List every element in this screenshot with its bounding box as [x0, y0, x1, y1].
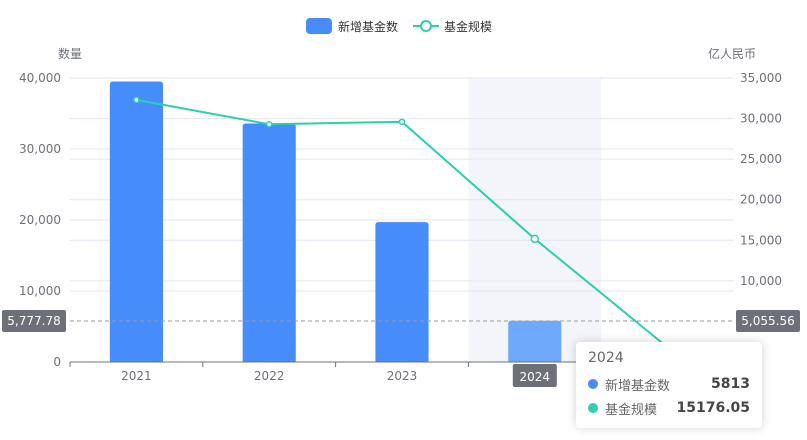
y-left-axis-title: 数量 [58, 46, 82, 61]
y-right-tick-label: 15,000 [740, 233, 782, 247]
tooltip-dot-new-funds [588, 379, 598, 389]
tooltip-value-new-funds: 5813 [711, 376, 750, 392]
bar-2024 [508, 320, 562, 362]
legend-bar-label: 新增基金数 [338, 19, 398, 34]
x-axis-label-2023: 2023 [387, 369, 418, 383]
y-left-tick-label: 20,000 [19, 213, 61, 227]
crosshair-left-badge [2, 309, 66, 332]
x-axis-label-highlight [512, 364, 557, 387]
legend-line-marker [420, 20, 432, 32]
y-right-tick-label: 35,000 [740, 71, 782, 85]
point-fund-scale-2021 [133, 96, 140, 104]
point-fund-scale-2024 [530, 234, 540, 244]
y-right-tick-label: 25,000 [740, 152, 782, 166]
bar-2023 [375, 222, 429, 362]
x-axis-label-2024: 2024 [520, 370, 551, 384]
tooltip-name-fund-scale: 基金规模 [605, 402, 658, 418]
y-left-tick-label: 10,000 [19, 284, 61, 298]
tooltip-row-new-funds: 新增基金数 5813 [588, 372, 750, 396]
crosshair-right-value: 5,055.56 [741, 314, 794, 328]
point-fund-scale-2022 [265, 121, 273, 128]
tooltip-row-fund-scale: 基金规模 15176.05 [588, 396, 750, 420]
tooltip-dot-fund-scale [588, 403, 598, 413]
crosshair-left-value: 5,777.78 [7, 314, 60, 328]
tooltip-name-new-funds: 新增基金数 [605, 378, 671, 394]
bar-2022 [242, 123, 296, 362]
point-fund-scale-2023 [398, 118, 406, 126]
y-left-tick-label: 30,000 [19, 142, 61, 156]
y-left-tick-label: 0 [53, 355, 61, 369]
y-right-tick-label: 30,000 [740, 112, 782, 126]
y-right-axis-title: 亿人民币 [708, 46, 756, 61]
legend-line-label: 基金规模 [444, 19, 492, 34]
y-right-tick-label: 10,000 [740, 274, 782, 288]
chart-tooltip: 2024 新增基金数 5813 基金规模 15176.05 [576, 342, 762, 428]
legend-bar-swatch[interactable] [306, 18, 332, 34]
tooltip-value-fund-scale: 15176.05 [676, 400, 750, 416]
y-left-tick-label: 40,000 [19, 71, 61, 85]
bar-2021 [109, 81, 163, 363]
x-axis-label-2021: 2021 [121, 369, 152, 383]
x-axis-label-2022: 2022 [254, 369, 285, 383]
tooltip-title: 2024 [588, 350, 624, 366]
crosshair-right-badge [736, 309, 800, 332]
y-right-tick-label: 20,000 [740, 193, 782, 207]
